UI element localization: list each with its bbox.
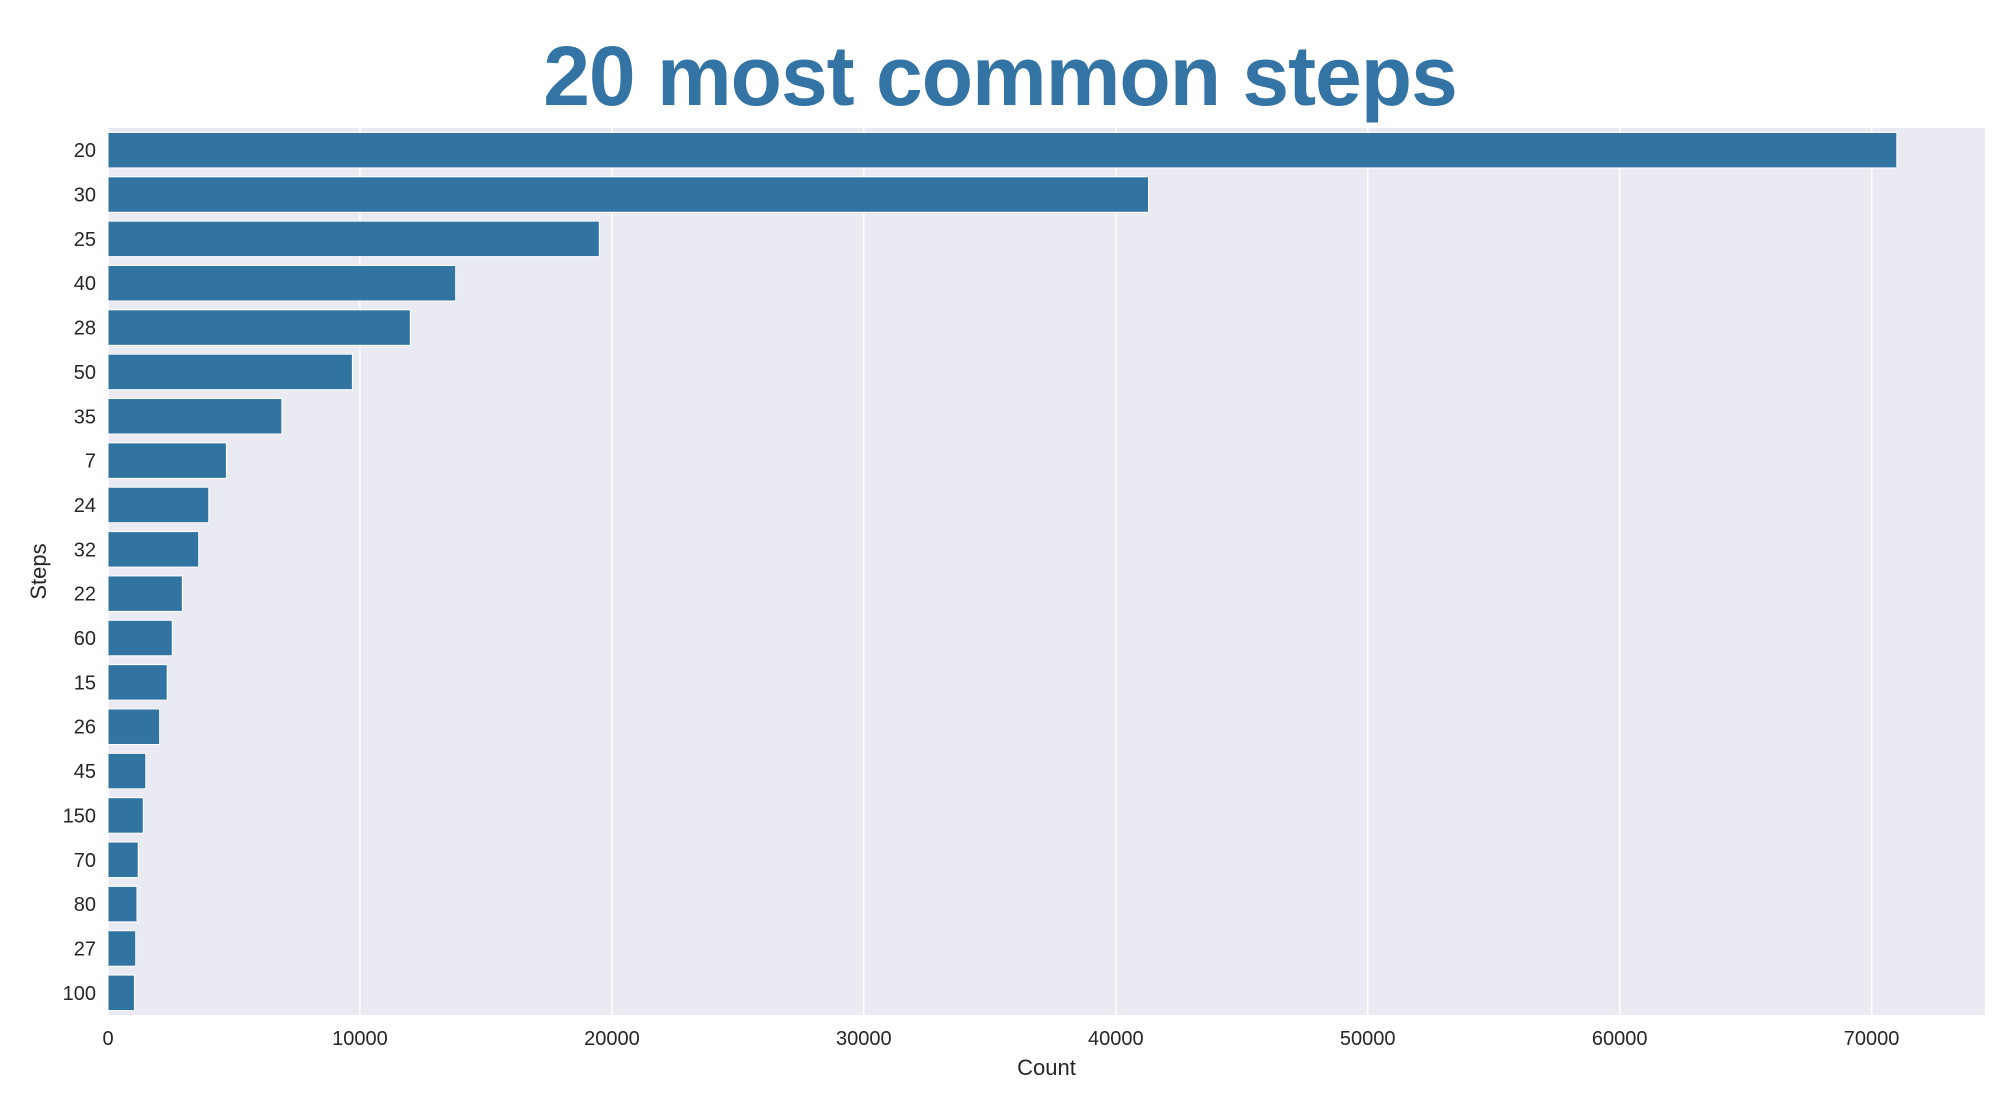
y-axis-label: Steps	[26, 543, 51, 599]
bar	[107, 442, 227, 479]
y-tick-label: 20	[74, 140, 96, 162]
bar	[107, 131, 1898, 169]
x-tick-label: 40000	[1088, 1028, 1144, 1050]
y-tick-label: 26	[74, 717, 96, 739]
x-tick-label: 30000	[836, 1028, 892, 1050]
bar	[107, 220, 600, 258]
y-tick-label: 40	[74, 273, 96, 295]
y-tick-label: 50	[74, 362, 96, 384]
x-tick-label: 70000	[1844, 1028, 1900, 1050]
bar	[107, 797, 144, 834]
bar	[107, 619, 173, 657]
bar	[107, 708, 161, 745]
y-tick-label: 30	[74, 185, 96, 207]
x-tick-label: 20000	[584, 1028, 640, 1050]
bar	[107, 974, 135, 1012]
y-tick-label: 45	[74, 761, 96, 783]
bars	[107, 131, 1898, 1012]
y-tick-label: 24	[74, 495, 96, 517]
y-tick-label: 27	[74, 938, 96, 960]
bar	[107, 885, 138, 923]
y-tick-label: 60	[74, 628, 96, 650]
x-tick-label: 0	[102, 1028, 113, 1050]
bar	[107, 752, 147, 790]
y-tick-label: 80	[74, 894, 96, 916]
bar	[107, 353, 353, 391]
bar	[107, 309, 411, 346]
y-tick-label: 70	[74, 850, 96, 872]
bar	[107, 664, 168, 701]
x-tick-labels: 0 10000 20000 30000 40000 50000 60000 70000	[102, 1028, 1899, 1050]
bar	[107, 841, 139, 879]
bar	[107, 486, 210, 524]
y-tick-label: 150	[63, 805, 96, 827]
x-tick-label: 60000	[1592, 1028, 1648, 1050]
bar	[107, 575, 183, 612]
y-tick-labels: 20 30 25 40 28 50 35 7 24 32 22 60 15 26 45 150 70 80 27 10…	[63, 140, 96, 1005]
plot-background	[108, 128, 1985, 1015]
y-tick-label: 7	[85, 451, 96, 473]
chart-title: 20 most common steps	[543, 29, 1458, 123]
x-tick-label: 10000	[332, 1028, 388, 1050]
bar	[107, 264, 457, 302]
y-tick-label: 32	[74, 539, 96, 561]
y-tick-label: 25	[74, 229, 96, 251]
bar	[107, 930, 137, 967]
y-tick-label: 15	[74, 672, 96, 694]
x-tick-label: 50000	[1340, 1028, 1396, 1050]
y-tick-label: 100	[63, 983, 96, 1005]
bar	[107, 531, 200, 568]
bar	[107, 398, 283, 435]
y-tick-label: 28	[74, 318, 96, 340]
y-tick-label: 22	[74, 584, 96, 606]
x-axis-label: Count	[1017, 1055, 1076, 1080]
bar	[107, 176, 1150, 213]
y-tick-label: 35	[74, 406, 96, 428]
